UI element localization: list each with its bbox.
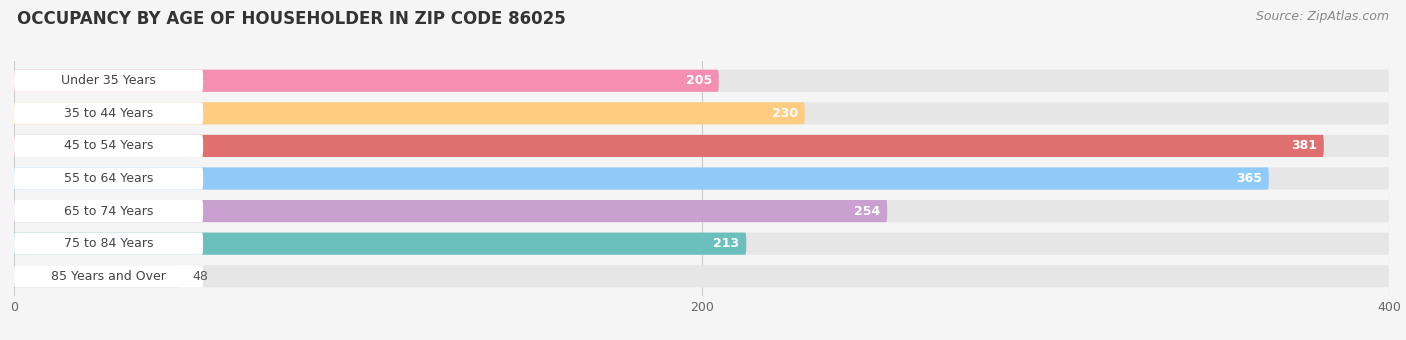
Text: 85 Years and Over: 85 Years and Over	[51, 270, 166, 283]
Text: OCCUPANCY BY AGE OF HOUSEHOLDER IN ZIP CODE 86025: OCCUPANCY BY AGE OF HOUSEHOLDER IN ZIP C…	[17, 10, 565, 28]
FancyBboxPatch shape	[14, 167, 1389, 190]
FancyBboxPatch shape	[14, 233, 1389, 255]
Text: 55 to 64 Years: 55 to 64 Years	[63, 172, 153, 185]
FancyBboxPatch shape	[14, 265, 179, 287]
Text: Under 35 Years: Under 35 Years	[60, 74, 156, 87]
FancyBboxPatch shape	[14, 265, 1389, 287]
Text: 75 to 84 Years: 75 to 84 Years	[63, 237, 153, 250]
FancyBboxPatch shape	[14, 265, 202, 287]
FancyBboxPatch shape	[14, 200, 202, 222]
Text: 45 to 54 Years: 45 to 54 Years	[63, 139, 153, 152]
FancyBboxPatch shape	[14, 167, 1268, 190]
FancyBboxPatch shape	[14, 102, 202, 124]
Text: 254: 254	[853, 205, 880, 218]
FancyBboxPatch shape	[14, 70, 718, 92]
FancyBboxPatch shape	[14, 233, 747, 255]
FancyBboxPatch shape	[14, 135, 202, 157]
Text: 48: 48	[193, 270, 208, 283]
FancyBboxPatch shape	[14, 102, 1389, 124]
Text: 205: 205	[686, 74, 711, 87]
Text: 65 to 74 Years: 65 to 74 Years	[63, 205, 153, 218]
FancyBboxPatch shape	[14, 135, 1324, 157]
Text: 213: 213	[713, 237, 740, 250]
FancyBboxPatch shape	[14, 167, 202, 190]
FancyBboxPatch shape	[14, 233, 202, 255]
FancyBboxPatch shape	[14, 200, 887, 222]
FancyBboxPatch shape	[14, 70, 202, 92]
FancyBboxPatch shape	[14, 135, 1389, 157]
Text: Source: ZipAtlas.com: Source: ZipAtlas.com	[1256, 10, 1389, 23]
Text: 35 to 44 Years: 35 to 44 Years	[63, 107, 153, 120]
Text: 381: 381	[1291, 139, 1317, 152]
FancyBboxPatch shape	[14, 200, 1389, 222]
Text: 365: 365	[1236, 172, 1263, 185]
FancyBboxPatch shape	[14, 70, 1389, 92]
FancyBboxPatch shape	[14, 102, 804, 124]
Text: 230: 230	[772, 107, 797, 120]
